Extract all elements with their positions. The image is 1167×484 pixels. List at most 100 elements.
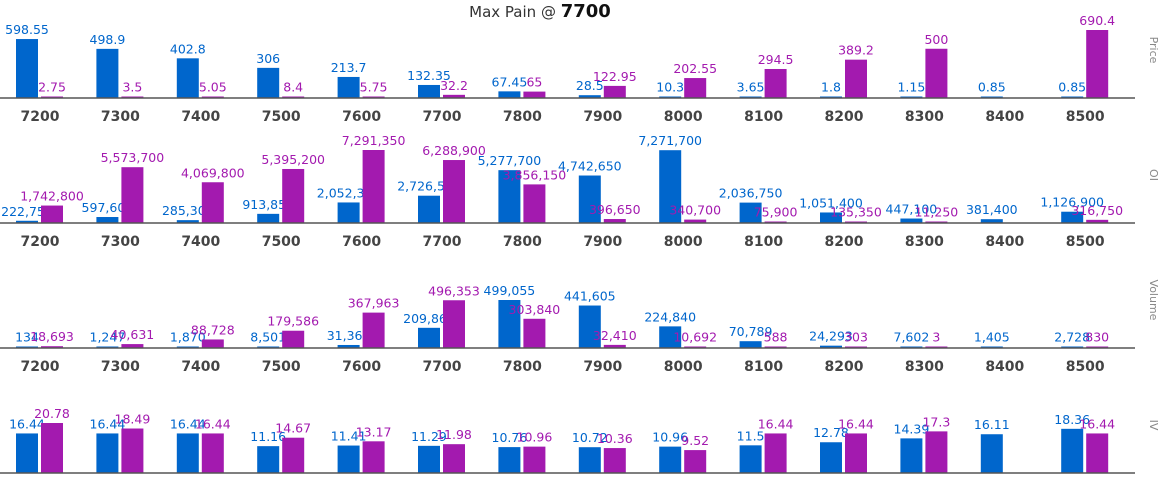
volume-put-bar[interactable] xyxy=(443,300,465,348)
volume-call-bar[interactable] xyxy=(820,345,842,348)
iv-put-bar[interactable] xyxy=(362,441,385,473)
iv-call-bar[interactable] xyxy=(337,445,360,473)
volume-tick-label: 7900 xyxy=(583,359,622,375)
price-call-bar[interactable] xyxy=(176,58,199,98)
oi-call-bar[interactable] xyxy=(176,220,199,223)
price-put-bar[interactable] xyxy=(523,91,546,98)
price-call-bar[interactable] xyxy=(257,67,280,98)
volume-call-bar[interactable] xyxy=(739,341,762,348)
volume-put-bar[interactable] xyxy=(282,330,305,348)
oi-call-bar[interactable] xyxy=(820,212,842,223)
oi-call-bar[interactable] xyxy=(16,220,38,223)
iv-put-bar[interactable] xyxy=(845,433,867,473)
volume-tick-label: 8300 xyxy=(905,359,944,375)
volume-call-bar[interactable] xyxy=(498,300,521,348)
oi-put-bar[interactable] xyxy=(1086,219,1109,223)
price-tick-label: 7700 xyxy=(423,109,462,125)
iv-put-value-label: 9.52 xyxy=(681,433,709,448)
oi-call-bar[interactable] xyxy=(257,213,280,223)
volume-put-bar[interactable] xyxy=(41,346,63,348)
iv-call-bar[interactable] xyxy=(257,446,280,473)
iv-put-bar[interactable] xyxy=(925,431,948,473)
volume-put-bar[interactable] xyxy=(523,318,546,348)
oi-put-bar[interactable] xyxy=(121,167,144,223)
oi-put-value-label: 135,350 xyxy=(830,205,882,220)
price-tick-label: 7800 xyxy=(503,109,542,125)
oi-call-bar[interactable] xyxy=(659,150,682,223)
oi-call-bar[interactable] xyxy=(498,170,521,223)
price-put-value-label: 294.5 xyxy=(758,52,794,67)
price-put-value-label: 202.55 xyxy=(673,61,717,76)
oi-put-bar[interactable] xyxy=(443,160,465,223)
iv-call-bar[interactable] xyxy=(498,447,521,473)
volume-put-bar[interactable] xyxy=(362,312,385,348)
price-put-bar[interactable] xyxy=(925,48,948,98)
price-put-bar[interactable] xyxy=(845,59,867,98)
iv-call-bar[interactable] xyxy=(578,447,601,473)
volume-call-bar[interactable] xyxy=(578,305,601,348)
oi-call-bar[interactable] xyxy=(337,202,360,223)
volume-tick-label: 8000 xyxy=(664,359,703,375)
price-call-value-label: 1.8 xyxy=(821,80,841,95)
oi-put-value-label: 5,573,700 xyxy=(101,150,165,165)
price-put-bar[interactable] xyxy=(764,68,787,98)
iv-call-bar[interactable] xyxy=(96,433,119,473)
price-call-bar[interactable] xyxy=(96,48,119,98)
price-call-bar[interactable] xyxy=(418,84,440,98)
iv-call-bar[interactable] xyxy=(659,446,682,473)
price-put-value-label: 122.95 xyxy=(593,69,637,84)
oi-call-bar[interactable] xyxy=(739,202,762,223)
iv-call-bar[interactable] xyxy=(418,445,440,473)
volume-tick-label: 8200 xyxy=(825,359,864,375)
price-call-bar[interactable] xyxy=(337,76,360,98)
price-call-bar[interactable] xyxy=(578,95,601,98)
oi-call-bar[interactable] xyxy=(900,218,923,223)
iv-call-bar[interactable] xyxy=(980,434,1003,473)
iv-put-bar[interactable] xyxy=(523,446,546,473)
iv-put-bar[interactable] xyxy=(1086,433,1109,473)
oi-put-bar[interactable] xyxy=(362,150,385,223)
price-put-bar[interactable] xyxy=(1086,30,1109,98)
price-put-bar[interactable] xyxy=(443,94,465,98)
volume-put-bar[interactable] xyxy=(201,339,224,348)
oi-put-bar[interactable] xyxy=(201,182,224,223)
iv-put-bar[interactable] xyxy=(121,428,144,473)
oi-put-bar[interactable] xyxy=(41,205,63,223)
price-put-bar[interactable] xyxy=(684,78,707,98)
iv-call-bar[interactable] xyxy=(820,442,842,473)
oi-call-bar[interactable] xyxy=(980,219,1003,223)
iv-put-bar[interactable] xyxy=(282,437,305,473)
iv-call-bar[interactable] xyxy=(739,445,762,473)
price-call-bar[interactable] xyxy=(16,39,38,98)
oi-call-bar[interactable] xyxy=(578,175,601,223)
price-put-bar[interactable] xyxy=(603,85,626,98)
oi-put-bar[interactable] xyxy=(684,219,707,223)
oi-call-bar[interactable] xyxy=(418,195,440,223)
iv-call-value-label: 16.44 xyxy=(90,416,126,431)
oi-put-bar[interactable] xyxy=(523,184,546,223)
volume-put-bar[interactable] xyxy=(603,344,626,348)
volume-call-bar[interactable] xyxy=(418,327,440,348)
volume-put-bar[interactable] xyxy=(121,344,144,348)
iv-put-bar[interactable] xyxy=(603,448,626,473)
iv-call-bar[interactable] xyxy=(1061,428,1084,473)
volume-put-value-label: 40,631 xyxy=(111,327,155,342)
price-call-bar[interactable] xyxy=(498,91,521,98)
iv-put-bar[interactable] xyxy=(443,444,465,473)
volume-put-value-label: 496,353 xyxy=(428,283,480,298)
iv-call-bar[interactable] xyxy=(900,438,923,473)
oi-tick-label: 8200 xyxy=(825,234,864,250)
iv-put-bar[interactable] xyxy=(684,450,707,473)
iv-put-bar[interactable] xyxy=(764,433,787,473)
iv-put-bar[interactable] xyxy=(41,423,63,473)
oi-call-bar[interactable] xyxy=(96,217,119,223)
volume-call-bar[interactable] xyxy=(659,326,682,348)
iv-call-bar[interactable] xyxy=(16,433,38,473)
iv-put-value-label: 20.78 xyxy=(34,406,70,421)
oi-put-bar[interactable] xyxy=(603,219,626,223)
iv-call-bar[interactable] xyxy=(176,433,199,473)
oi-put-bar[interactable] xyxy=(282,168,305,223)
volume-call-bar[interactable] xyxy=(337,344,360,348)
oi-call-bar[interactable] xyxy=(1061,211,1084,223)
iv-put-bar[interactable] xyxy=(201,433,224,473)
